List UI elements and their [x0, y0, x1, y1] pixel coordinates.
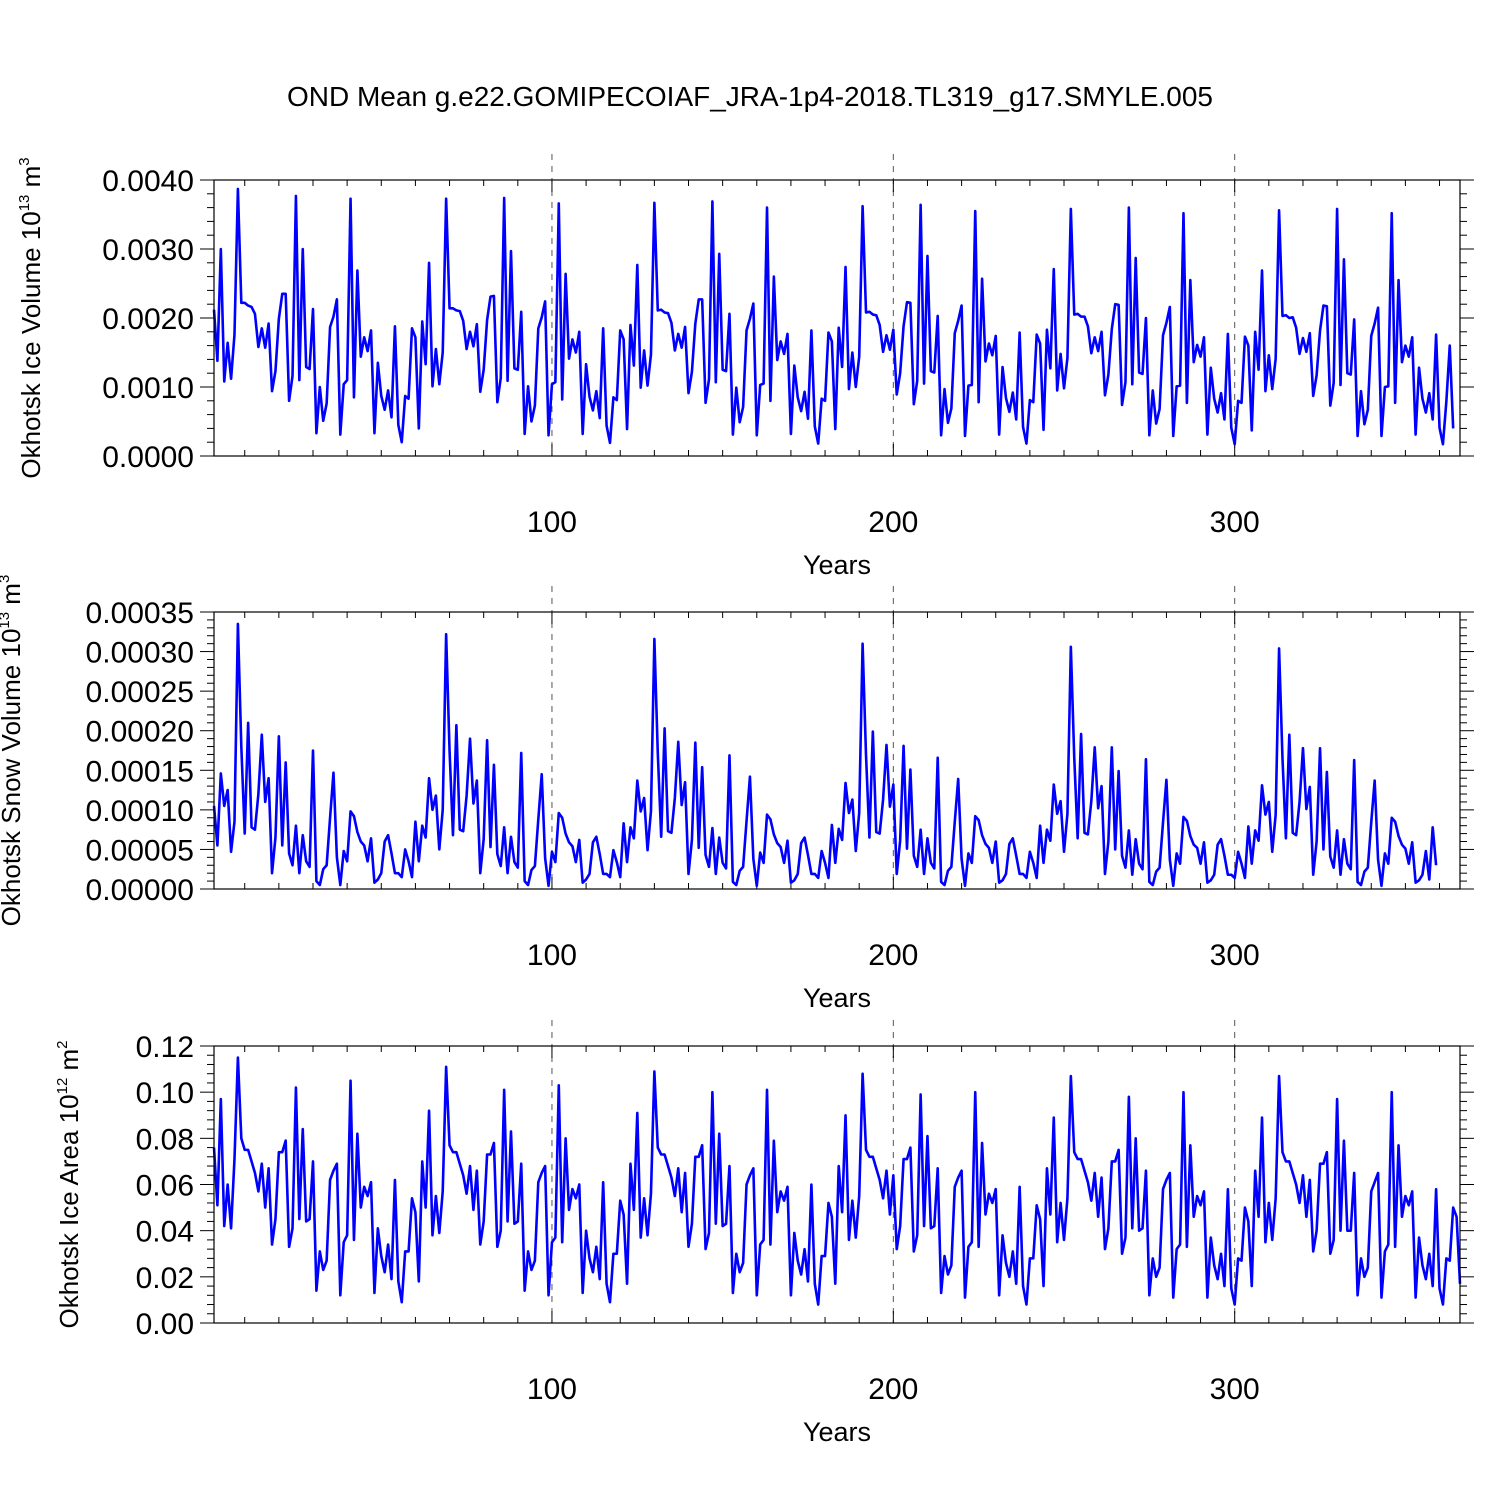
- y-tick-label: 0.00030: [86, 637, 194, 670]
- panels: 0.0000 0.0010 0.0020 0.0030 0.0040 100 200 300 Y…: [0, 154, 1474, 1447]
- panel-3: 0.00 0.02 0.04 0.06 0.08 0.10 0.12 100 200 300 Yea…: [54, 1020, 1474, 1447]
- x-tick-label: 300: [1210, 506, 1260, 539]
- plot-frame: [213, 611, 1461, 890]
- y-tick-label: 0.00005: [86, 834, 194, 867]
- y-tick-label: 0.00020: [86, 716, 194, 749]
- y-label-superscript: 2: [54, 1040, 71, 1048]
- panel-2: 0.00000 0.00005 0.00010 0.00015 0.00020 0.000…: [0, 575, 1474, 1013]
- y-tick-label: 0.0010: [102, 372, 194, 405]
- y-label-superscript: 3: [16, 157, 33, 165]
- y-tick-label: 0.06: [136, 1170, 194, 1203]
- y-label-superscript: 12: [54, 1078, 71, 1095]
- series-line: [212, 187, 1455, 446]
- figure-title: OND Mean g.e22.GOMIPECOIAF_JRA-1p4-2018.…: [287, 81, 1213, 112]
- y-label-text: m: [54, 1049, 84, 1078]
- series-line: [212, 622, 1438, 888]
- x-tick-label: 200: [868, 1373, 918, 1406]
- y-label-superscript: 13: [16, 195, 33, 212]
- y-tick-label: 0.0030: [102, 234, 194, 267]
- x-tick-label: 100: [527, 506, 577, 539]
- x-axis-label: Years: [803, 1417, 871, 1447]
- y-label-text: Okhotsk Ice Area 10: [54, 1094, 84, 1328]
- y-tick-label: 0.08: [136, 1123, 194, 1156]
- y-tick-label: 0.0000: [102, 441, 194, 474]
- y-tick-label: 0.0040: [102, 165, 194, 198]
- x-tick-label: 200: [868, 939, 918, 972]
- x-tick-label: 100: [527, 1373, 577, 1406]
- y-tick-label: 0.00: [136, 1308, 194, 1341]
- y-tick-label: 0.10: [136, 1077, 194, 1110]
- x-axis-label: Years: [803, 550, 871, 580]
- y-tick-label: 0.02: [136, 1262, 194, 1295]
- y-label-text: Okhotsk Ice Volume 10: [16, 211, 46, 478]
- y-label-superscript: 13: [0, 612, 13, 629]
- y-tick-label: 0.00035: [86, 597, 194, 630]
- panel-1: 0.0000 0.0010 0.0020 0.0030 0.0040 100 200 300 Y…: [16, 154, 1474, 580]
- y-axis-label: Okhotsk Snow Volume 1013 m3: [0, 575, 26, 927]
- y-tick-label: 0.00025: [86, 676, 194, 709]
- x-axis-label: Years: [803, 983, 871, 1013]
- plot-frame: [213, 1045, 1461, 1324]
- y-tick-label: 0.00000: [86, 874, 194, 907]
- plot-frame: [213, 179, 1461, 457]
- series-line: [212, 1056, 1462, 1306]
- x-tick-label: 100: [527, 939, 577, 972]
- x-tick-label: 200: [868, 506, 918, 539]
- y-tick-label: 0.0020: [102, 303, 194, 336]
- x-tick-label: 300: [1210, 939, 1260, 972]
- y-tick-label: 0.00010: [86, 795, 194, 828]
- y-label-text: m: [16, 166, 46, 195]
- y-axis-label: Okhotsk Ice Area 1012 m2: [54, 1040, 84, 1328]
- y-label-superscript: 3: [0, 575, 13, 583]
- x-tick-label: 300: [1210, 1373, 1260, 1406]
- y-tick-label: 0.12: [136, 1031, 194, 1064]
- y-label-text: m: [0, 583, 26, 612]
- y-axis-label: Okhotsk Ice Volume 1013 m3: [16, 157, 46, 478]
- y-tick-label: 0.04: [136, 1216, 194, 1249]
- y-tick-label: 0.00015: [86, 755, 194, 788]
- y-label-text: Okhotsk Snow Volume 10: [0, 629, 26, 927]
